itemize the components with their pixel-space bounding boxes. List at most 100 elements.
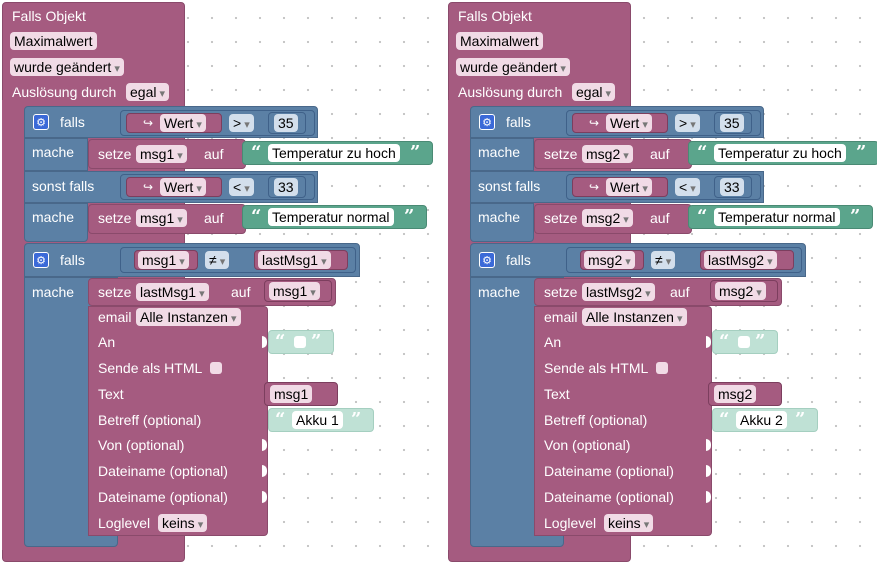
set-target-dropdown[interactable]: lastMsg1 — [136, 283, 209, 301]
set-target-dropdown[interactable]: msg1 — [136, 209, 187, 227]
number-field[interactable]: 35 — [274, 114, 298, 132]
event-dropdown[interactable]: wurde geändert — [456, 58, 570, 76]
variable-dropdown[interactable]: lastMsg2 — [704, 251, 777, 269]
trigger-label: Auslösung durch — [458, 84, 563, 100]
elseif-label: sonst falls — [32, 178, 95, 194]
open-quote-icon: “ — [697, 206, 708, 227]
set-block[interactable] — [534, 139, 692, 169]
close-quote-icon: ” — [856, 142, 867, 163]
set-label: setze — [98, 146, 132, 162]
subject-field[interactable]: Akku 2 — [736, 411, 787, 429]
close-quote-icon: ” — [404, 206, 415, 227]
script-stack-1: Falls Objekt Maximalwert wurde geändert … — [2, 0, 442, 567]
trigger-title: Falls Objekt — [12, 8, 86, 24]
variable-dropdown[interactable]: msg2 — [715, 282, 766, 300]
variable-dropdown[interactable]: Wert — [160, 178, 206, 196]
html-checkbox[interactable] — [210, 362, 222, 374]
mache-label: mache — [478, 209, 521, 225]
close-quote-icon: ” — [795, 409, 806, 430]
set-label: setze — [98, 284, 132, 300]
operator-dropdown[interactable]: > — [229, 114, 254, 132]
open-quote-icon: “ — [251, 206, 262, 227]
number-field[interactable]: 33 — [720, 178, 744, 196]
auf-label: auf — [204, 210, 224, 226]
variable-dropdown[interactable]: Wert — [606, 114, 652, 132]
trigger-label: Auslösung durch — [12, 84, 117, 100]
text-field[interactable]: Temperatur zu hoch — [714, 144, 846, 162]
instances-dropdown[interactable]: Alle Instanzen — [136, 308, 241, 326]
auf-label: auf — [231, 284, 251, 300]
set-target-dropdown[interactable]: msg2 — [582, 209, 633, 227]
operator-dropdown[interactable]: ≠ — [651, 251, 676, 269]
close-quote-icon: ” — [410, 142, 421, 163]
variable-dropdown[interactable]: msg1 — [138, 251, 189, 269]
instances-dropdown[interactable]: Alle Instanzen — [582, 308, 687, 326]
open-quote-icon: “ — [275, 331, 286, 352]
object-field[interactable]: Maximalwert — [10, 32, 97, 50]
if-block-1-arm — [470, 138, 534, 171]
set-label: setze — [544, 146, 578, 162]
auf-label: auf — [670, 284, 690, 300]
text-field[interactable]: Temperatur zu hoch — [268, 144, 400, 162]
variable-dropdown[interactable]: msg2 — [584, 251, 635, 269]
set-label: setze — [544, 210, 578, 226]
trigger-block-ledge — [448, 100, 468, 550]
filename-label: Dateiname (optional) — [98, 489, 228, 505]
number-field[interactable]: 33 — [274, 178, 298, 196]
text-value-field[interactable]: msg1 — [270, 385, 313, 403]
subject-field[interactable]: Akku 1 — [292, 411, 343, 429]
gear-icon[interactable]: ⚙ — [33, 252, 49, 268]
empty-text-field[interactable] — [294, 336, 306, 348]
email-block[interactable] — [534, 306, 712, 536]
trigger-dropdown[interactable]: egal — [572, 83, 616, 101]
text-value-field[interactable]: msg2 — [714, 385, 757, 403]
gear-icon[interactable]: ⚙ — [479, 114, 495, 130]
variable-dropdown[interactable]: Wert — [160, 114, 206, 132]
filename-label: Dateiname (optional) — [544, 489, 674, 505]
loglevel-dropdown[interactable]: keins — [158, 514, 208, 532]
mache-label: mache — [32, 284, 75, 300]
gear-icon[interactable]: ⚙ — [33, 114, 49, 130]
trigger-title: Falls Objekt — [458, 8, 532, 24]
email-block[interactable] — [88, 306, 268, 536]
operator-dropdown[interactable]: > — [675, 114, 700, 132]
object-field[interactable]: Maximalwert — [456, 32, 543, 50]
html-checkbox[interactable] — [656, 362, 668, 374]
from-label: Von (optional) — [98, 437, 185, 453]
trigger-dropdown[interactable]: egal — [126, 83, 170, 101]
email-label: email — [98, 309, 132, 325]
set-target-dropdown[interactable]: msg1 — [136, 145, 187, 163]
input-notch — [706, 491, 711, 503]
text-field[interactable]: Temperatur normal — [714, 208, 840, 226]
set-label: setze — [544, 284, 578, 300]
loglevel-dropdown[interactable]: keins — [604, 514, 654, 532]
close-quote-icon: ” — [755, 331, 766, 352]
input-notch — [706, 465, 711, 477]
return-arrow-icon: ↪ — [589, 180, 600, 194]
event-dropdown[interactable]: wurde geändert — [10, 58, 124, 76]
operator-dropdown[interactable]: ≠ — [205, 251, 230, 269]
return-arrow-icon: ↪ — [143, 116, 154, 130]
empty-text-field[interactable] — [738, 336, 750, 348]
operator-dropdown[interactable]: < — [229, 178, 254, 196]
text-field[interactable]: Temperatur normal — [268, 208, 394, 226]
set-target-dropdown[interactable]: lastMsg2 — [582, 283, 655, 301]
close-quote-icon: ” — [850, 206, 861, 227]
set-label: setze — [98, 210, 132, 226]
operator-dropdown[interactable]: < — [675, 178, 700, 196]
text-label: Text — [98, 386, 124, 402]
subject-label: Betreff (optional) — [98, 412, 202, 428]
gear-icon[interactable]: ⚙ — [479, 252, 495, 268]
input-notch — [706, 439, 711, 451]
auf-label: auf — [204, 146, 224, 162]
variable-dropdown[interactable]: Wert — [606, 178, 652, 196]
return-arrow-icon: ↪ — [143, 180, 154, 194]
set-target-dropdown[interactable]: msg2 — [582, 145, 633, 163]
variable-dropdown[interactable]: msg1 — [269, 282, 320, 300]
variable-dropdown[interactable]: lastMsg1 — [258, 251, 331, 269]
loglevel-label: Loglevel — [544, 515, 597, 531]
number-field[interactable]: 35 — [720, 114, 744, 132]
input-notch — [262, 439, 267, 451]
open-quote-icon: “ — [251, 142, 262, 163]
input-notch — [262, 336, 267, 348]
